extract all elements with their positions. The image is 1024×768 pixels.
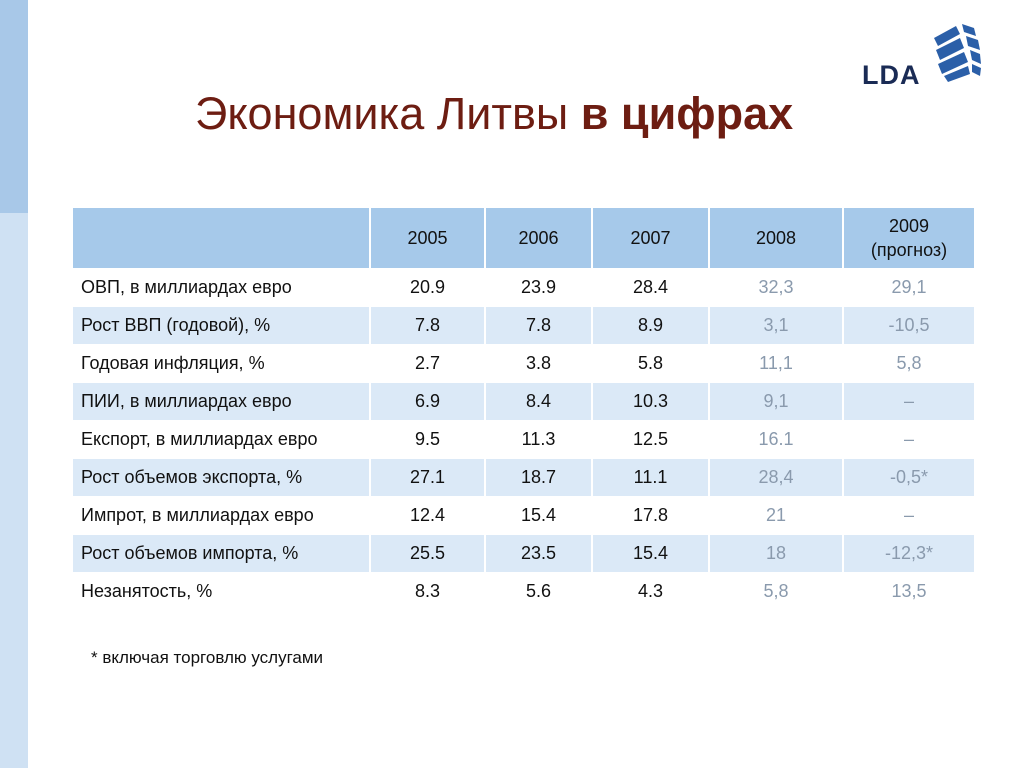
cell-2006: 23.5 — [485, 534, 593, 573]
table-row: Импрот, в миллиардах евро 12.4 15.4 17.8… — [73, 496, 976, 535]
cell-2007: 4.3 — [592, 572, 710, 611]
cell-2008: 18 — [709, 534, 844, 573]
cell-2005: 25.5 — [370, 534, 486, 573]
cell-2008: 11,1 — [709, 344, 844, 383]
cell-2005: 7.8 — [370, 306, 486, 345]
title-bold: в цифрах — [580, 88, 794, 139]
table-header-row: 2005 2006 2007 2008 2009 (прогноз) — [73, 208, 976, 269]
table-row: Рост объемов экспорта, % 27.1 18.7 11.1 … — [73, 458, 976, 497]
cell-2007: 11.1 — [592, 458, 710, 497]
table-row: Годовая инфляция, % 2.7 3.8 5.8 11,1 5,8 — [73, 344, 976, 383]
cell-2007: 17.8 — [592, 496, 710, 535]
header-2006: 2006 — [485, 208, 593, 269]
cell-2007: 10.3 — [592, 382, 710, 421]
cell-2005: 12.4 — [370, 496, 486, 535]
cell-2009: 5,8 — [843, 344, 976, 383]
row-label: Незанятость, % — [73, 572, 371, 611]
side-decoration-accent — [0, 0, 28, 213]
cell-2005: 8.3 — [370, 572, 486, 611]
row-label: Рост ВВП (годовой), % — [73, 306, 371, 345]
cell-2008: 5,8 — [709, 572, 844, 611]
side-decoration-bar — [0, 0, 28, 768]
row-label: ПИИ, в миллиардах евро — [73, 382, 371, 421]
table-row: ПИИ, в миллиардах евро 6.9 8.4 10.3 9,1 … — [73, 382, 976, 421]
page-title: Экономика Литвы в цифрах — [195, 88, 793, 140]
cell-2006: 7.8 — [485, 306, 593, 345]
title-regular: Экономика Литвы — [195, 88, 581, 139]
cell-2005: 27.1 — [370, 458, 486, 497]
cell-2007: 12.5 — [592, 420, 710, 459]
cell-2009: -12,3* — [843, 534, 976, 573]
header-label-cell — [73, 208, 371, 269]
lda-logo: LDA — [862, 24, 982, 90]
cell-2009: -0,5* — [843, 458, 976, 497]
cell-2007: 5.8 — [592, 344, 710, 383]
cell-2006: 15.4 — [485, 496, 593, 535]
header-2007: 2007 — [592, 208, 710, 269]
header-2009-note: (прогноз) — [870, 240, 948, 260]
logo-grid-icon — [934, 24, 981, 82]
cell-2007: 15.4 — [592, 534, 710, 573]
table-row: ОВП, в миллиардах евро 20.9 23.9 28.4 32… — [73, 268, 976, 307]
cell-2005: 20.9 — [370, 268, 486, 307]
row-label: Рост объемов экспорта, % — [73, 458, 371, 497]
row-label: ОВП, в миллиардах евро — [73, 268, 371, 307]
footnote: * включая торговлю услугами — [91, 648, 324, 667]
cell-2007: 28.4 — [592, 268, 710, 307]
row-label: Импрот, в миллиардах евро — [73, 496, 371, 535]
cell-2006: 18.7 — [485, 458, 593, 497]
cell-2008: 16.1 — [709, 420, 844, 459]
cell-2009: – — [843, 420, 976, 459]
table-row: Рост ВВП (годовой), % 7.8 7.8 8.9 3,1 -1… — [73, 306, 976, 345]
cell-2009: -10,5 — [843, 306, 976, 345]
cell-2006: 23.9 — [485, 268, 593, 307]
header-2005: 2005 — [370, 208, 486, 269]
header-2009: 2009 (прогноз) — [843, 208, 976, 269]
cell-2009: – — [843, 496, 976, 535]
row-label: Рост объемов импорта, % — [73, 534, 371, 573]
cell-2006: 8.4 — [485, 382, 593, 421]
cell-2008: 21 — [709, 496, 844, 535]
header-2008: 2008 — [709, 208, 844, 269]
table-row: Незанятость, % 8.3 5.6 4.3 5,8 13,5 — [73, 572, 976, 611]
cell-2008: 9,1 — [709, 382, 844, 421]
logo-text: LDA — [862, 60, 921, 90]
cell-2008: 3,1 — [709, 306, 844, 345]
cell-2006: 11.3 — [485, 420, 593, 459]
cell-2005: 2.7 — [370, 344, 486, 383]
cell-2008: 32,3 — [709, 268, 844, 307]
cell-2005: 9.5 — [370, 420, 486, 459]
economy-table: 2005 2006 2007 2008 2009 (прогноз) ОВП, … — [73, 208, 976, 611]
cell-2008: 28,4 — [709, 458, 844, 497]
row-label: Експорт, в миллиардах евро — [73, 420, 371, 459]
cell-2006: 3.8 — [485, 344, 593, 383]
row-label: Годовая инфляция, % — [73, 344, 371, 383]
cell-2009: 29,1 — [843, 268, 976, 307]
cell-2009: – — [843, 382, 976, 421]
cell-2006: 5.6 — [485, 572, 593, 611]
cell-2009: 13,5 — [843, 572, 976, 611]
table-row: Рост объемов импорта, % 25.5 23.5 15.4 1… — [73, 534, 976, 573]
cell-2007: 8.9 — [592, 306, 710, 345]
table-row: Експорт, в миллиардах евро 9.5 11.3 12.5… — [73, 420, 976, 459]
header-2009-year: 2009 — [888, 216, 930, 236]
cell-2005: 6.9 — [370, 382, 486, 421]
